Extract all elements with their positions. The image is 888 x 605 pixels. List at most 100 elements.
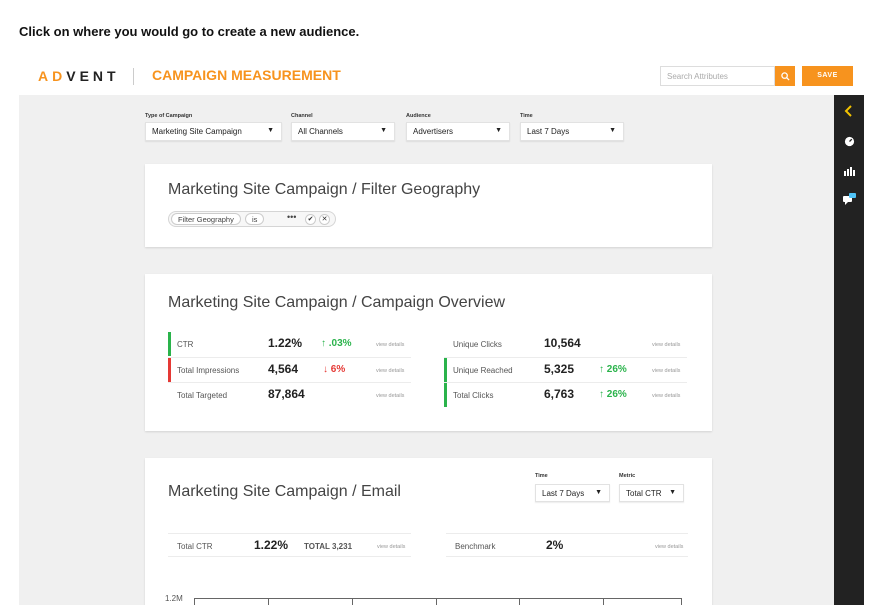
metric-row-impressions: Total Impressions 4,564 ↓ 6% view detail… (168, 357, 411, 382)
time-select[interactable]: Last 7 Days ▼ (520, 122, 624, 141)
view-details-link[interactable]: view details (376, 368, 405, 374)
select-value: Last 7 Days (542, 489, 585, 498)
main-content: Type of Campaign Marketing Site Campaign… (19, 95, 834, 605)
metric-delta: ↑ .03% (321, 338, 352, 349)
filter-label: Time (520, 113, 533, 119)
chart-tick (268, 598, 269, 605)
metric-label: Total CTR (177, 542, 213, 551)
metric-delta: ↑ 26% (599, 389, 627, 400)
caret-down-icon: ▼ (380, 127, 387, 134)
metric-label: Total Targeted (177, 391, 228, 400)
view-details-link[interactable]: view details (652, 368, 681, 374)
status-bar (444, 358, 447, 382)
status-bar (168, 358, 171, 382)
time-control-label: Time (535, 473, 548, 479)
view-details-link[interactable]: view details (377, 544, 406, 550)
confirm-icon[interactable]: ✔ (305, 214, 316, 225)
chart-gridline (194, 598, 682, 599)
top-bar: ADVENT CAMPAIGN MEASUREMENT Search Attri… (19, 58, 864, 94)
metric-label: Total Impressions (177, 366, 240, 375)
caret-down-icon: ▼ (609, 127, 616, 134)
caret-down-icon: ▼ (495, 127, 502, 134)
chat-icon[interactable] (834, 193, 864, 205)
select-value: Advertisers (413, 127, 454, 136)
geography-card: Marketing Site Campaign / Filter Geograp… (145, 164, 712, 247)
filter-field-pill[interactable]: Filter Geography (171, 213, 241, 225)
metric-value: 6,763 (544, 387, 575, 401)
caret-down-icon: ▼ (267, 127, 274, 134)
search-input[interactable]: Search Attributes (660, 66, 775, 86)
app-title: CAMPAIGN MEASUREMENT (152, 67, 341, 83)
select-value: All Channels (298, 127, 343, 136)
metric-row-unique-clicks: Unique Clicks 10,564 view details (444, 332, 687, 356)
logo[interactable]: ADVENT (38, 68, 120, 84)
status-bar (168, 332, 171, 356)
search-icon (780, 71, 790, 81)
metric-label: CTR (177, 340, 194, 349)
metric-value: 2% (546, 538, 564, 552)
metric-label: Unique Reached (453, 366, 513, 375)
filter-label: Type of Campaign (145, 113, 193, 119)
view-details-link[interactable]: view details (376, 342, 405, 348)
more-icon[interactable]: ••• (287, 212, 297, 222)
y-axis-tick-label: 1.2M (165, 594, 183, 603)
filter-label: Channel (291, 113, 313, 119)
chart-tick (436, 598, 437, 605)
audience-select[interactable]: Advertisers ▼ (406, 122, 510, 141)
metric-value: 4,564 (268, 362, 299, 376)
card-title: Marketing Site Campaign / Campaign Overv… (168, 294, 506, 311)
metric-label: Unique Clicks (453, 340, 502, 349)
select-value: Total CTR (626, 489, 662, 498)
filter-channel: Channel All Channels ▼ (291, 113, 395, 141)
close-icon[interactable]: ✕ (319, 214, 330, 225)
metric-row-targeted: Total Targeted 87,864 view details (168, 382, 411, 406)
metric-value: 10,564 (544, 336, 581, 350)
chart-tick (194, 598, 195, 605)
view-details-link[interactable]: view details (652, 393, 681, 399)
metric-value: 1.22% (254, 538, 289, 552)
filter-operator-pill[interactable]: is (245, 213, 265, 225)
header-divider (133, 68, 134, 85)
email-card: Marketing Site Campaign / Email Time Las… (145, 458, 712, 605)
status-bar (444, 383, 447, 407)
metric-value: 1.22% (268, 336, 303, 350)
metric-value: 5,325 (544, 362, 575, 376)
card-title: Marketing Site Campaign / Filter Geograp… (168, 181, 481, 198)
email-time-select[interactable]: Last 7 Days ▼ (535, 484, 610, 502)
chart-tick (681, 598, 682, 605)
right-tool-rail (834, 95, 864, 605)
view-details-link[interactable]: view details (652, 342, 681, 348)
instruction-text: Click on where you would go to create a … (19, 24, 360, 39)
card-title: Marketing Site Campaign / Email (168, 483, 401, 500)
metric-row-ctr: CTR 1.22% ↑ .03% view details (168, 332, 411, 356)
filter-label: Audience (406, 113, 431, 119)
view-details-link[interactable]: view details (655, 544, 684, 550)
metric-delta: ↑ 26% (599, 364, 627, 375)
metric-control-label: Metric (619, 473, 636, 479)
select-value: Marketing Site Campaign (152, 127, 242, 136)
caret-down-icon: ▼ (669, 489, 676, 496)
metric-delta: ↓ 6% (323, 364, 346, 375)
dashboard-gauge-icon[interactable] (834, 136, 864, 147)
email-metric-select[interactable]: Total CTR ▼ (619, 484, 684, 502)
search-button[interactable] (775, 66, 795, 86)
metric-total: TOTAL 3,231 (304, 542, 353, 551)
channel-select[interactable]: All Channels ▼ (291, 122, 395, 141)
geography-filter-chip[interactable]: Filter Geography is ••• ✔ ✕ (168, 211, 336, 227)
metric-label: Benchmark (455, 542, 496, 551)
filter-audience: Audience Advertisers ▼ (406, 113, 510, 141)
metric-label: Total Clicks (453, 391, 494, 400)
chevron-left-icon[interactable] (834, 105, 864, 117)
metric-row-unique-reached: Unique Reached 5,325 ↑ 26% view details (444, 357, 687, 382)
caret-down-icon: ▼ (595, 489, 602, 496)
view-details-link[interactable]: view details (376, 393, 405, 399)
metric-row-total-clicks: Total Clicks 6,763 ↑ 26% view details (444, 382, 687, 407)
bar-chart-icon[interactable] (834, 166, 864, 176)
filter-campaign-type: Type of Campaign Marketing Site Campaign… (145, 113, 282, 141)
chart-tick (352, 598, 353, 605)
campaign-type-select[interactable]: Marketing Site Campaign ▼ (145, 122, 282, 141)
save-button[interactable]: SAVE (802, 66, 853, 86)
chart-tick (603, 598, 604, 605)
select-value: Last 7 Days (527, 127, 570, 136)
metric-value: 87,864 (268, 387, 305, 401)
